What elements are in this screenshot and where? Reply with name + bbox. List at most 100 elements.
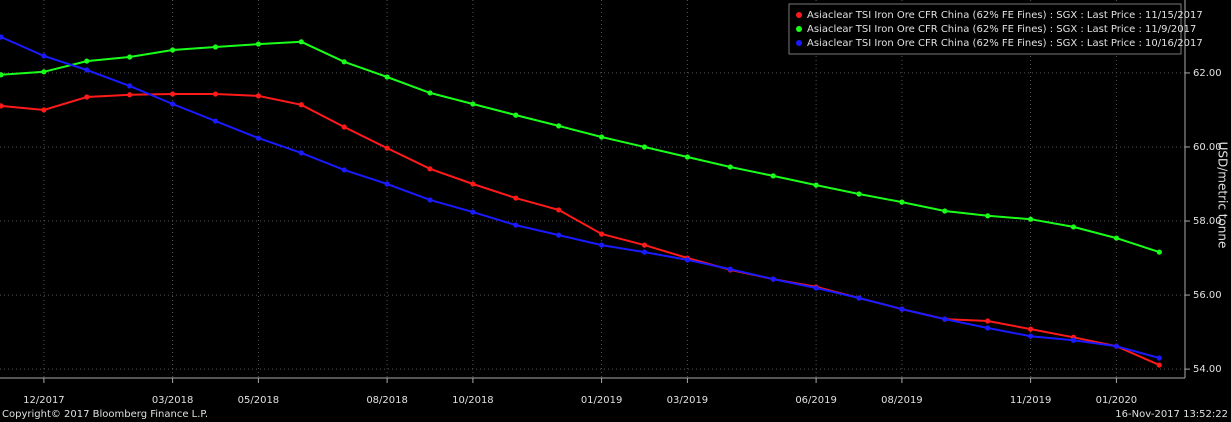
data-point: [856, 295, 862, 301]
data-point: [556, 123, 562, 129]
data-point: [84, 94, 90, 100]
data-point: [341, 124, 347, 130]
x-tick-label: 12/2017: [23, 395, 65, 406]
x-tick-label: 11/2019: [1010, 395, 1052, 406]
data-point: [556, 207, 562, 213]
data-point: [427, 197, 433, 203]
data-point: [513, 222, 519, 228]
data-point: [641, 144, 648, 150]
data-point: [255, 135, 261, 141]
data-point: [1113, 235, 1119, 241]
data-point: [684, 154, 691, 160]
copyright: Copyright© 2017 Bloomberg Finance L.P.: [2, 409, 208, 420]
data-point: [599, 231, 605, 237]
x-tick-label: 06/2019: [795, 395, 837, 406]
y-tick-label: 54.00: [1193, 364, 1222, 375]
data-point: [985, 213, 991, 219]
data-point: [341, 167, 347, 173]
y-tick-label: 58.00: [1193, 216, 1222, 227]
data-point: [727, 266, 733, 272]
data-point: [41, 53, 47, 59]
data-point: [727, 164, 733, 170]
data-point: [384, 145, 390, 151]
data-point: [170, 101, 176, 107]
x-tick-label: 08/2018: [366, 395, 408, 406]
data-point: [0, 34, 4, 40]
legend-marker: [796, 12, 802, 18]
data-point: [1028, 326, 1034, 332]
series-line: [0, 36, 1160, 359]
data-point: [856, 191, 862, 197]
data-point: [641, 249, 648, 255]
legend-marker: [796, 26, 802, 32]
data-point: [985, 318, 991, 324]
legend-label: Asiaclear TSI Iron Ore CFR China (62% FE…: [807, 24, 1196, 35]
data-point: [942, 316, 948, 322]
data-point: [427, 90, 433, 96]
data-point: [384, 74, 390, 80]
data-point: [84, 67, 90, 73]
legend-label: Asiaclear TSI Iron Ore CFR China (62% FE…: [807, 10, 1203, 21]
data-point: [813, 285, 819, 291]
x-tick-label: 03/2018: [152, 395, 194, 406]
data-point: [470, 209, 476, 215]
data-point: [985, 325, 991, 331]
data-point: [513, 195, 519, 201]
data-point: [170, 47, 176, 53]
data-point: [127, 54, 133, 60]
y-tick-label: 56.00: [1193, 290, 1222, 301]
data-point: [770, 276, 776, 282]
data-point: [84, 58, 90, 64]
timestamp: 16-Nov-2017 13:52:22: [1115, 409, 1228, 420]
series-line: [0, 93, 1160, 366]
y-tick-label: 62.00: [1193, 68, 1222, 79]
x-tick-label: 01/2019: [581, 395, 623, 406]
y-axis-label: USD/metric tonne: [1216, 142, 1230, 249]
data-point: [1156, 249, 1162, 255]
data-point: [212, 118, 219, 124]
data-point: [41, 107, 47, 113]
data-point: [899, 306, 905, 312]
series-line: [0, 40, 1160, 254]
data-point: [212, 91, 219, 97]
data-point: [641, 242, 648, 248]
legend-box: [788, 3, 1182, 55]
data-point: [127, 92, 133, 98]
data-point: [341, 59, 347, 65]
data-point: [0, 72, 4, 78]
data-point: [0, 103, 4, 109]
data-point: [1113, 343, 1119, 349]
data-point: [1028, 216, 1034, 222]
y-tick-label: 60.00: [1193, 142, 1222, 153]
x-tick-label: 10/2018: [452, 395, 494, 406]
x-tick-label: 01/2020: [1096, 395, 1138, 406]
data-point: [170, 91, 176, 97]
data-point: [1070, 337, 1077, 343]
data-point: [212, 44, 219, 50]
data-point: [1028, 333, 1034, 339]
x-tick-label: 03/2019: [667, 395, 709, 406]
x-tick-label: 08/2019: [881, 395, 923, 406]
data-point: [813, 182, 819, 188]
data-point: [599, 242, 605, 248]
data-point: [556, 232, 562, 238]
data-point: [513, 112, 519, 118]
legend-label: Asiaclear TSI Iron Ore CFR China (62% FE…: [807, 38, 1203, 49]
legend-marker: [796, 40, 802, 46]
x-tick-label: 05/2018: [238, 395, 280, 406]
data-point: [1156, 362, 1162, 368]
data-point: [470, 181, 476, 187]
data-point: [298, 150, 304, 156]
data-point: [1156, 355, 1162, 361]
data-point: [127, 83, 133, 89]
data-point: [1070, 224, 1077, 230]
data-point: [298, 102, 304, 108]
data-point: [942, 208, 948, 214]
data-point: [470, 101, 476, 107]
data-point: [255, 41, 261, 47]
data-point: [599, 134, 605, 140]
data-point: [41, 69, 47, 75]
